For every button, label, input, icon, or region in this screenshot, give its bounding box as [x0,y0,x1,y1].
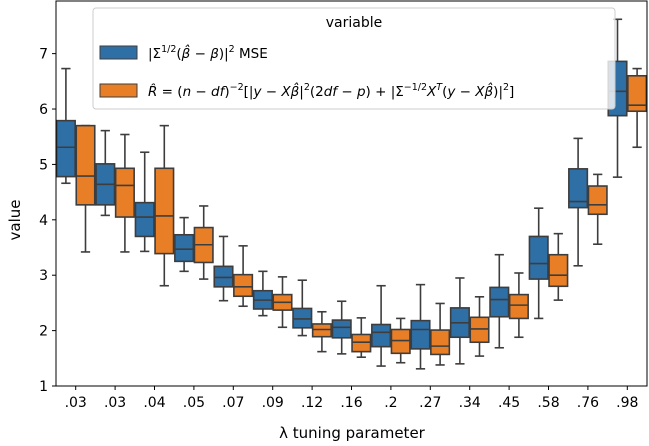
legend-swatch-risk-estimate [99,83,138,98]
box [410,319,431,350]
x-tick-label: .45 [498,395,520,411]
y-tick-label: 5 [39,157,48,173]
box [508,293,529,320]
y-tick-label: 4 [39,213,48,229]
box [489,286,510,318]
box-group [331,300,352,355]
box-group [508,272,529,339]
legend-swatch-mse [99,45,138,60]
box-group [252,270,273,317]
box-group [154,124,175,287]
y-tick-label: 2 [39,324,48,340]
box [331,319,352,339]
box-group [55,67,76,185]
legend: variable |Σ1/2(β̂ − β)|2 MSE R̂ = (n − d… [92,7,616,110]
x-tick-label: .16 [340,395,362,411]
legend-label-mse: |Σ1/2(β̂ − β)|2 MSE [148,44,268,62]
legend-frame [92,7,616,110]
box [292,307,313,329]
x-tick-label: .12 [301,395,323,411]
x-tick-label: .05 [183,395,205,411]
box-group [174,216,195,273]
box [114,167,135,218]
box-group [568,137,589,267]
box [233,273,254,298]
box-group [75,124,96,253]
box-group [430,302,451,366]
box [55,119,76,178]
box-group [292,279,313,337]
box [430,329,451,356]
x-tick-label: .04 [143,395,165,411]
x-tick-label: .34 [459,395,481,411]
box [213,265,234,288]
plot-area [55,18,648,370]
x-tick-label: .27 [419,395,441,411]
box [75,124,96,206]
box [469,316,490,344]
box-group [233,245,254,308]
box-group [311,310,332,353]
x-axis-label: λ tuning parameter [279,424,426,442]
box [174,233,195,263]
x-tick-label: .76 [577,395,599,411]
x-tick-label: .09 [262,395,284,411]
box-group [587,173,608,245]
box-group [489,253,510,349]
x-tick-label: .03 [65,395,87,411]
x-tick-label: .58 [537,395,559,411]
y-tick-label: 7 [39,47,48,63]
box-group [213,235,234,302]
box-group [548,232,569,301]
box-group [627,67,648,149]
box [587,185,608,216]
y-axis-label: value [6,200,24,241]
x-tick-label: .2 [384,395,397,411]
y-tick-label: 1 [39,379,48,395]
x-tick-label: .07 [222,395,244,411]
box-group [95,129,116,217]
box [311,323,332,338]
box-group [114,133,135,253]
box-group [449,277,470,365]
legend-title: variable [326,15,382,31]
box [154,167,175,255]
box [351,333,372,353]
box [371,323,392,348]
box [390,328,411,355]
box-group [469,296,490,357]
box-group [371,284,392,367]
box [528,235,549,280]
box-group [134,151,155,253]
box-group [193,205,214,280]
legend-label-risk-estimate: R̂ = (n − df)−2[|y − Xβ̂|2(2df − p) + |Σ… [148,82,514,100]
x-tick-label: .03 [104,395,126,411]
box [134,201,155,238]
box-group [410,283,431,370]
box-group [272,276,293,329]
box-group [390,317,411,364]
box [568,168,589,209]
box-group [351,317,372,358]
box-group [528,207,549,320]
axes: 1 2 3 4 5 6 7 .03 .03 .04 .05 .07 .09 .12 .16 .2 .27 .34.… [39,0,648,411]
box [548,253,569,288]
x-tick-label: .98 [616,395,638,411]
y-tick-label: 3 [39,268,48,284]
box [627,74,648,113]
y-tick-label: 6 [39,102,48,118]
